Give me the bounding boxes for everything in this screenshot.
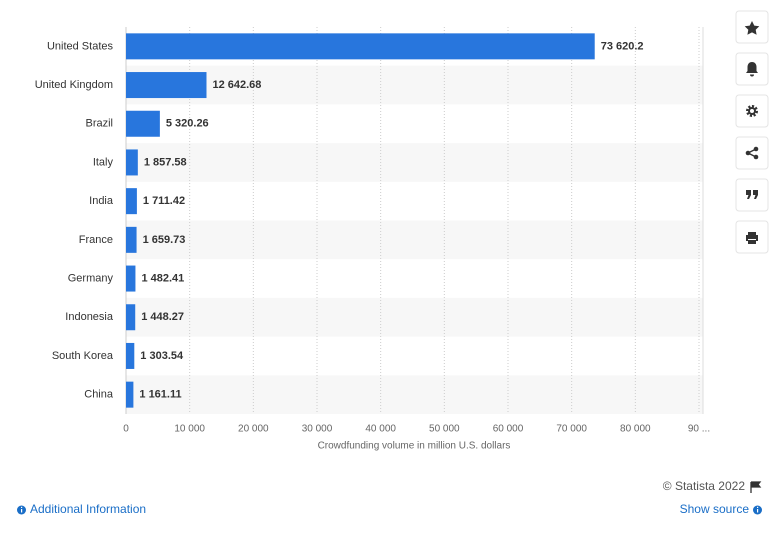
x-tick-label: 80 000 (620, 424, 651, 435)
bar (126, 265, 136, 292)
y-tick-label: India (89, 195, 114, 207)
data-label: 1 659.73 (143, 234, 186, 246)
additional-info-link[interactable]: Additional Information (17, 502, 146, 516)
bar (126, 33, 595, 60)
bar (126, 110, 160, 137)
x-tick-label: 70 000 (556, 424, 587, 435)
row-background (126, 65, 703, 105)
data-label: 12 642.68 (212, 79, 261, 91)
share-button[interactable] (735, 136, 769, 170)
show-source-link[interactable]: Show source (680, 502, 762, 516)
favorite-button[interactable] (735, 10, 769, 44)
notification-button[interactable] (735, 52, 769, 86)
toolbar (735, 10, 769, 254)
y-tick-label: France (79, 234, 113, 246)
row-background (126, 143, 703, 182)
bar (126, 381, 134, 408)
bar (126, 304, 136, 331)
bar (126, 342, 135, 369)
bar (126, 188, 137, 215)
y-tick-label: Indonesia (65, 311, 114, 323)
print-button[interactable] (735, 220, 769, 254)
data-label: 5 320.26 (166, 118, 209, 130)
y-tick-label: United States (47, 40, 114, 52)
bar (126, 72, 207, 99)
cite-button[interactable] (735, 178, 769, 212)
row-background (126, 220, 703, 260)
data-label: 1 303.54 (140, 350, 184, 362)
y-tick-label: Brazil (85, 118, 113, 130)
show-source[interactable]: Show source (680, 502, 750, 516)
data-label: 1 711.42 (143, 195, 185, 207)
data-label: 1 448.27 (141, 311, 184, 323)
bar (126, 226, 137, 253)
additional-info[interactable]: Additional Information (30, 502, 146, 516)
x-tick-label: 0 (123, 424, 129, 435)
data-label: 1 482.41 (141, 272, 184, 284)
bar (126, 149, 138, 176)
y-tick-label: Germany (68, 272, 114, 284)
y-tick-label: China (84, 389, 114, 401)
y-tick-label: United Kingdom (35, 79, 113, 91)
copyright: © Statista 2022 (663, 479, 746, 493)
x-tick-label: 10 000 (174, 424, 205, 435)
x-tick-label: 40 000 (365, 424, 396, 435)
settings-button[interactable] (735, 94, 769, 128)
data-label: 73 620.2 (601, 40, 644, 52)
x-axis-label: Crowdfunding volume in million U.S. doll… (318, 441, 511, 452)
x-tick-label: 90 ... (688, 424, 710, 435)
flag-icon (750, 481, 762, 493)
x-tick-label: 30 000 (302, 424, 333, 435)
x-tick-label: 50 000 (429, 424, 460, 435)
x-tick-label: 20 000 (238, 424, 269, 435)
data-label: 1 161.11 (139, 389, 181, 401)
y-tick-label: South Korea (52, 350, 114, 362)
data-label: 1 857.58 (144, 156, 187, 168)
y-tick-label: Italy (93, 156, 114, 168)
x-tick-label: 60 000 (493, 424, 524, 435)
row-background (126, 375, 703, 414)
row-background (126, 297, 703, 337)
